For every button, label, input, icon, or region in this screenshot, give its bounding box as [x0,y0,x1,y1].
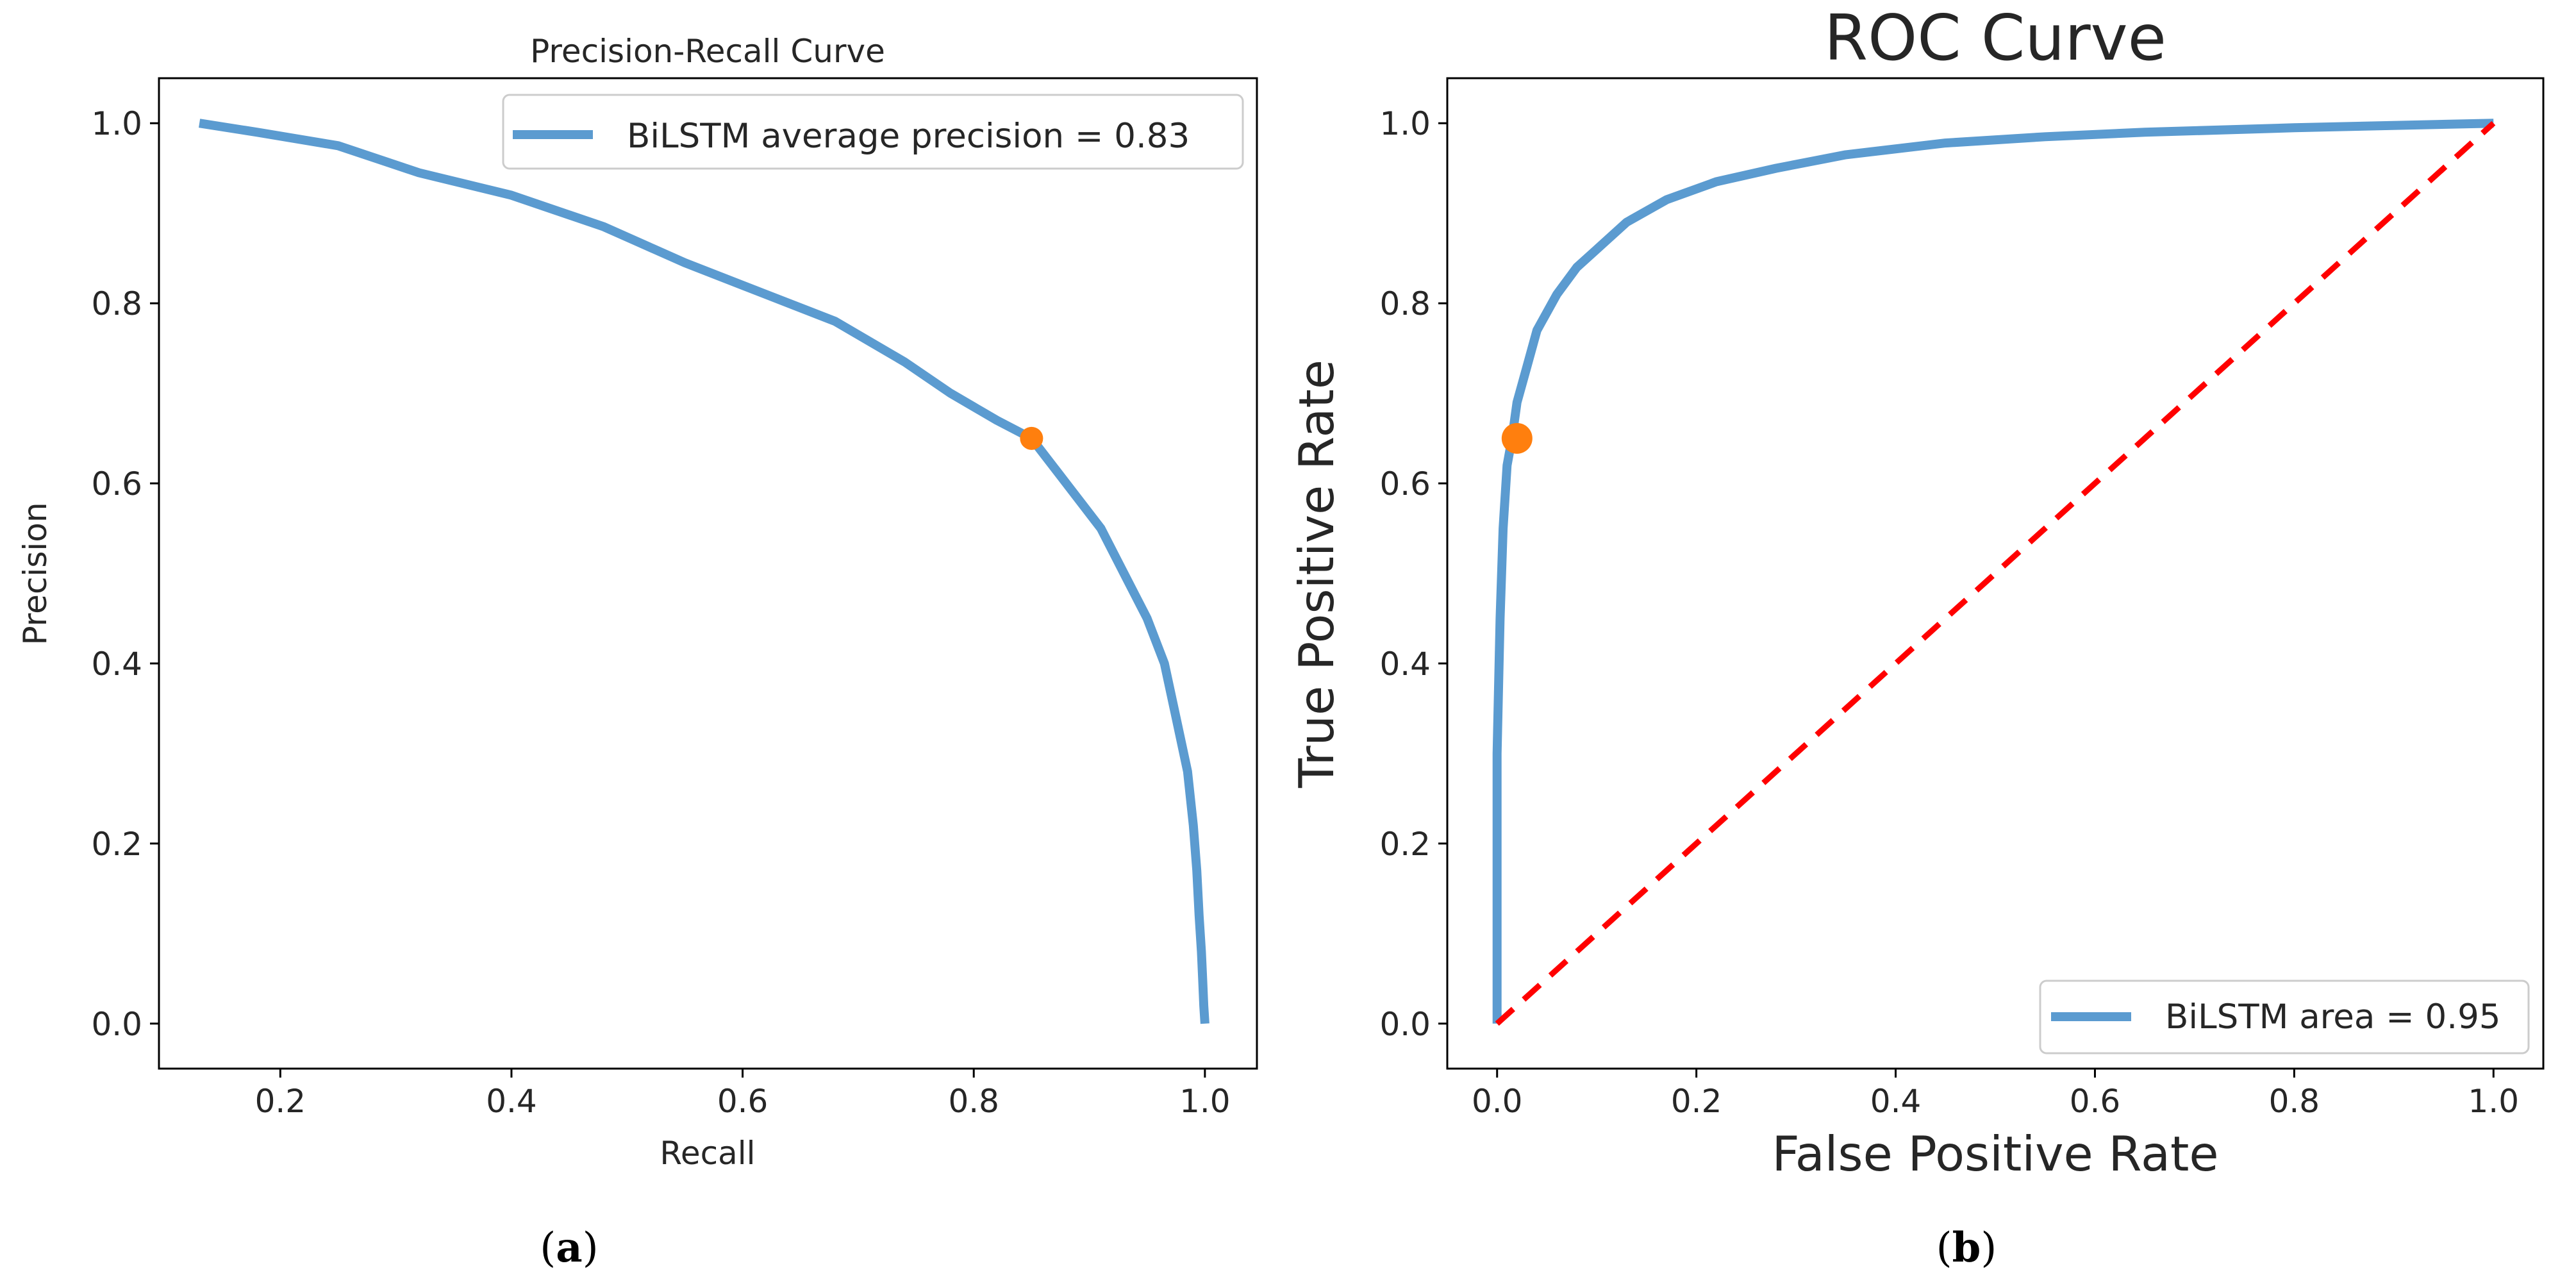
roc-y-tick-label: 0.8 [1379,285,1431,322]
roc-y-tick-label: 0.4 [1379,646,1431,683]
panel-label-a: (a) [540,1224,598,1272]
pr-x-tick-label: 0.2 [255,1083,306,1120]
roc-legend-label: BiLSTM area = 0.95 [2165,997,2501,1037]
pr-y-tick-label: 0.0 [91,1006,142,1043]
pr-chart-title: Precision-Recall Curve [530,33,885,70]
roc-chart: ROC Curve 0.0 0.2 0.4 0.6 0.8 1.0 0.0 0.2 0.4 0.… [1288,2,2545,1182]
roc-y-tick-label: 0.2 [1379,826,1431,863]
pr-x-tick-label: 0.6 [717,1083,769,1120]
pr-legend-label: BiLSTM average precision = 0.83 [627,117,1190,156]
roc-threshold-marker [1501,422,1533,454]
roc-chart-title: ROC Curve [1824,2,2166,75]
roc-x-tick-label: 0.0 [1472,1083,1523,1120]
roc-x-tick-label: 0.4 [1870,1083,1922,1120]
roc-legend-box [2039,980,2530,1055]
roc-x-tick-label: 1.0 [2468,1083,2520,1120]
pr-plot-frame [158,77,1258,1070]
pr-x-tick-label: 0.4 [486,1083,537,1120]
roc-x-tick-label: 0.2 [1671,1083,1722,1120]
pr-legend: BiLSTM average precision = 0.83 [502,94,1244,170]
roc-y-tick-label: 0.6 [1379,465,1431,503]
roc-plot-frame [1446,77,2545,1070]
pr-legend-box [502,94,1244,170]
roc-x-tick-label: 0.6 [2070,1083,2121,1120]
pr-x-axis-label: Recall [660,1135,755,1172]
pr-x-tick-label: 1.0 [1179,1083,1231,1120]
roc-y-tick-label: 0.0 [1379,1006,1431,1043]
roc-curve [1492,119,2494,1024]
pr-y-tick-label: 0.8 [91,285,142,322]
roc-chance-line [1495,121,2496,1026]
pr-y-tick-label: 0.2 [91,826,142,863]
roc-legend: BiLSTM area = 0.95 [2039,980,2530,1055]
pr-y-tick-label: 0.6 [91,465,142,503]
pr-y-tick-label: 1.0 [91,105,142,142]
roc-y-tick-label: 1.0 [1379,105,1431,142]
pr-y-axis-label: Precision [17,502,54,645]
pr-x-tick-label: 0.8 [948,1083,999,1120]
roc-x-axis-label: False Positive Rate [1772,1126,2218,1182]
pr-y-tick-label: 0.4 [91,646,142,683]
pr-curve [199,119,1209,1024]
panel-label-b: (b) [1936,1224,1997,1272]
precision-recall-chart: Precision-Recall Curve 0.2 0.4 0.6 0.8 1.0 0… [17,33,1258,1172]
roc-x-tick-label: 0.8 [2269,1083,2320,1120]
roc-y-axis-label: True Positive Rate [1288,360,1345,788]
pr-threshold-marker [1020,426,1043,450]
